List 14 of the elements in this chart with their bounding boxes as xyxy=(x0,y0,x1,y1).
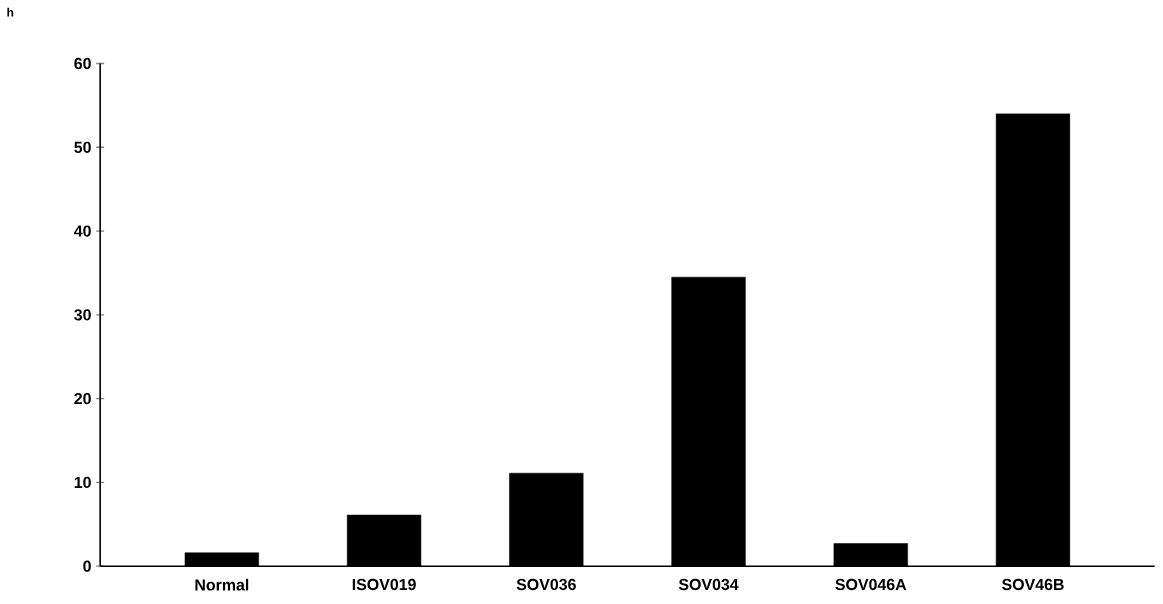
y-tick-label: 10 xyxy=(74,476,91,489)
x-tick-label: Normal xyxy=(195,578,249,591)
y-tick-label: 40 xyxy=(74,225,91,237)
y-tick-label: 0 xyxy=(83,560,91,572)
y-tick-label: 50 xyxy=(74,141,91,153)
x-tick-label: SOV036 xyxy=(516,578,576,591)
x-tick-label: ISOV019 xyxy=(352,578,416,591)
y-tick-label: 30 xyxy=(74,309,91,321)
y-tick-label: 60 xyxy=(74,57,91,70)
x-tick-label: SOV046A xyxy=(835,578,907,591)
x-tick-label: SOV034 xyxy=(678,578,739,591)
x-tick-label: SOV46B xyxy=(1002,578,1064,591)
text: h xyxy=(7,7,14,17)
y-tick-label: 20 xyxy=(74,392,91,405)
